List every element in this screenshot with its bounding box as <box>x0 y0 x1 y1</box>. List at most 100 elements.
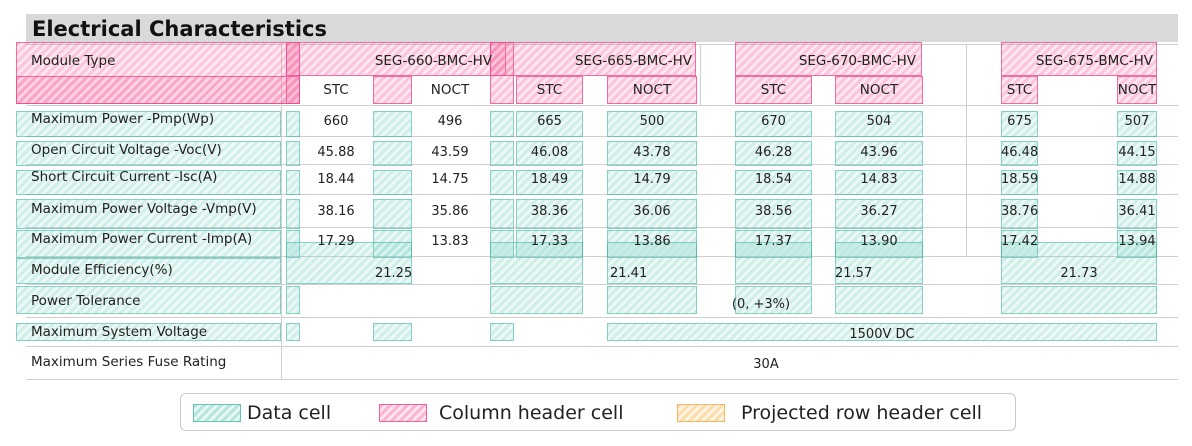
value-cell: 504 <box>866 114 892 129</box>
value-cell: 17.37 <box>754 234 793 249</box>
column-header-overlay <box>516 76 583 104</box>
data-cell-overlay <box>490 199 514 229</box>
value-cell: 14.75 <box>431 172 469 187</box>
column-header-overlay <box>1001 76 1038 104</box>
value-cell: 14.79 <box>633 172 671 187</box>
value-cell: 38.36 <box>530 204 569 219</box>
row-label-max-system-voltage: Maximum System Voltage <box>31 324 208 340</box>
table-title: Electrical Characteristics <box>32 17 327 41</box>
value-cell: 670 <box>761 114 786 129</box>
column-header-overlay <box>735 76 812 104</box>
data-cell-overlay <box>607 170 697 195</box>
value-cell: 13.86 <box>633 234 671 249</box>
value-cell: 500 <box>639 114 665 129</box>
value-cell: 45.88 <box>317 145 355 160</box>
data-cell-overlay <box>16 199 281 229</box>
data-cell-overlay <box>373 170 412 195</box>
value-cell: 13.94 <box>1118 234 1156 249</box>
table-grid-hline <box>26 284 1178 285</box>
value-cell: 46.48 <box>1001 145 1039 160</box>
sub-header-noct-1: NOCT <box>430 82 470 98</box>
data-cell-overlay <box>516 230 583 258</box>
value-cell: 18.54 <box>754 172 793 187</box>
data-cell-overlay <box>286 170 300 195</box>
data-cell-overlay <box>1001 242 1157 284</box>
data-cell-overlay <box>607 242 697 284</box>
data-cell-overlay <box>735 141 812 166</box>
sub-header-stc-1: STC <box>323 82 349 98</box>
column-header-overlay <box>607 76 697 104</box>
data-cell-overlay <box>1001 141 1038 166</box>
data-cell-overlay <box>373 323 412 341</box>
legend-swatch-column-header-cell <box>379 404 427 422</box>
table-grid-vline <box>700 44 701 105</box>
max-series-fuse-value: 30A <box>753 357 779 372</box>
row-label-max-series-fuse: Maximum Series Fuse Rating <box>31 354 227 370</box>
row-label-3: Maximum Power Voltage -Vmp(V) <box>31 201 257 217</box>
column-header-overlay <box>490 42 696 76</box>
data-cell-overlay <box>1117 170 1157 195</box>
data-cell-overlay <box>16 230 281 258</box>
data-cell-overlay <box>1117 199 1157 229</box>
data-cell-overlay <box>516 141 583 166</box>
data-cell-overlay <box>1001 111 1038 137</box>
data-cell-overlay <box>16 286 281 314</box>
value-cell: 13.90 <box>860 234 898 249</box>
table-grid-vline <box>966 44 967 256</box>
data-cell-overlay <box>735 242 812 284</box>
data-cell-overlay <box>835 286 923 314</box>
data-cell-overlay <box>490 141 514 166</box>
value-cell: 496 <box>437 114 463 129</box>
data-cell-overlay <box>735 199 812 229</box>
column-header-overlay <box>373 76 412 104</box>
data-cell-overlay <box>735 111 812 137</box>
data-cell-overlay <box>607 286 697 314</box>
data-cell-overlay <box>286 242 412 284</box>
data-cell-overlay <box>286 286 300 314</box>
power-tolerance-value: (0, +3%) <box>731 297 791 312</box>
legend-label-data-cell: Data cell <box>247 402 332 424</box>
legend-swatch-data-cell <box>193 404 241 422</box>
table-grid-hline <box>26 105 1178 106</box>
value-cell: 13.83 <box>431 234 469 249</box>
data-cell-overlay <box>735 170 812 195</box>
value-cell: 665 <box>537 114 562 129</box>
data-cell-overlay <box>286 323 300 341</box>
row-label-0: Maximum Power -Pmp(Wp) <box>31 111 215 127</box>
row-label-4: Maximum Power Current -Imp(A) <box>31 231 253 247</box>
data-cell-overlay <box>286 199 300 229</box>
data-cell-overlay <box>607 199 697 229</box>
title-bar <box>26 14 1178 42</box>
value-cell: 17.42 <box>1001 234 1039 249</box>
value-cell: 38.16 <box>317 204 355 219</box>
legend-swatch-projected-row-header-cell <box>677 404 725 422</box>
data-cell-overlay <box>16 111 281 137</box>
sub-header-stc-3: STC <box>760 82 787 98</box>
value-cell: 46.28 <box>754 145 793 160</box>
value-cell: 35.86 <box>431 204 469 219</box>
efficiency-value-2: 21.41 <box>610 266 648 281</box>
data-cell-overlay <box>1001 170 1038 195</box>
data-cell-overlay <box>1117 111 1157 137</box>
model-header-4: SEG-675-BMC-HV <box>1035 53 1153 69</box>
model-header-1: SEG-660-BMC-HV <box>374 53 492 69</box>
data-cell-overlay <box>16 323 281 341</box>
data-cell-overlay <box>607 141 697 166</box>
value-cell: 36.06 <box>633 204 671 219</box>
sub-header-noct-2: NOCT <box>632 82 672 98</box>
value-cell: 38.56 <box>754 204 793 219</box>
data-cell-overlay <box>16 258 281 284</box>
row-label-module-efficiency: Module Efficiency(%) <box>31 262 173 278</box>
column-header-overlay <box>1001 42 1157 76</box>
table-grid-hline <box>26 44 1178 45</box>
data-cell-overlay <box>735 286 812 314</box>
model-header-3: SEG-670-BMC-HV <box>798 53 916 69</box>
row-label-module-type: Module Type <box>31 53 116 69</box>
max-system-voltage-value: 1500V DC <box>849 327 915 342</box>
data-cell-overlay <box>835 170 923 195</box>
efficiency-value-4: 21.73 <box>1060 266 1098 281</box>
column-header-overlay <box>735 42 922 76</box>
table-grid-hline <box>26 227 1178 228</box>
value-cell: 36.27 <box>860 204 898 219</box>
data-cell-overlay <box>286 141 300 166</box>
